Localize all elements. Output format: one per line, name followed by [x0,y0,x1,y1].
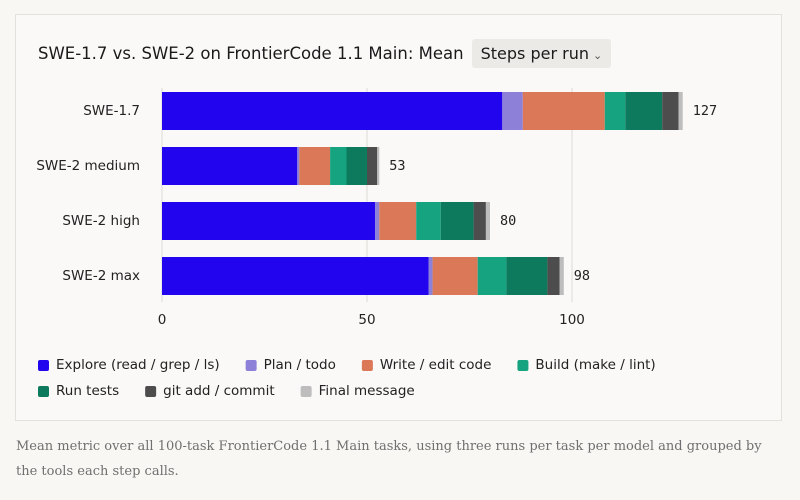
dropdown-chevron[interactable]: ⌄ [592,49,603,62]
bar-segment [379,202,417,240]
bar-segment [297,147,300,185]
y-tick-label: SWE-2 high [62,213,140,229]
bar-segment [330,147,347,185]
bar-segment [162,257,429,295]
bar-segment [662,92,679,130]
legend-swatch [361,360,373,371]
bar-segment [346,147,367,185]
y-tick-label: SWE-2 medium [36,158,140,174]
metric-dropdown[interactable]: Steps per run ⌄ [471,39,612,68]
bar-segment [367,147,378,185]
total-label: 127 [693,103,717,119]
x-tick-label: 0 [158,312,167,328]
legend-label: Final message [319,383,415,399]
bar-segment [502,92,523,130]
bar-segment [485,202,490,240]
legend-label: git add / commit [163,383,274,399]
caption: Mean metric over all 100-task FrontierCo… [16,439,762,479]
bar-segment [162,92,503,130]
legend-swatch [300,386,312,397]
bar-segment [604,92,626,130]
dropdown-label[interactable]: Steps per run [480,44,589,63]
legend-swatch [38,360,49,371]
legend-swatch [517,360,529,371]
legend-label: Run tests [56,383,119,399]
bar-segment [428,257,433,295]
bar-segment [416,202,441,240]
chart-title: SWE-1.7 vs. SWE-2 on FrontierCode 1.1 Ma… [38,44,464,63]
bar-segment [162,202,376,240]
bar-segment [377,147,380,185]
total-label: 98 [574,268,590,284]
bar-segment [299,147,331,185]
bar-segment [473,202,486,240]
legend-label: Explore (read / grep / ls) [56,357,220,373]
chart-header: SWE-1.7 vs. SWE-2 on FrontierCode 1.1 Ma… [38,39,612,68]
bar-segment [162,147,298,185]
bar-segment [547,257,560,295]
y-tick-label: SWE-1.7 [83,103,140,119]
y-tick-label: SWE-2 max [62,268,140,284]
legend-swatch [245,360,257,371]
total-label: 53 [389,158,405,174]
bar-segment [678,92,683,130]
bar-segment [477,257,507,295]
bar-segment [440,202,474,240]
bar-segment [559,257,564,295]
bar-segment [522,92,605,130]
total-label: 80 [500,213,516,229]
bar-segment [375,202,380,240]
bar-segment [432,257,478,295]
legend-label: Build (make / lint) [535,357,655,373]
legend-label: Plan / todo [264,357,336,373]
legend-swatch [38,386,49,397]
chart: 0 50 100 SWE-1.7 127 SWE-2 medium 53 SWE-2 high… [36,88,717,399]
x-tick-label: 100 [559,312,585,328]
legend-swatch [145,386,157,397]
x-tick-label: 50 [358,312,375,328]
legend-label: Write / edit code [380,357,492,373]
bar-segment [506,257,548,295]
bar-segment [625,92,663,130]
